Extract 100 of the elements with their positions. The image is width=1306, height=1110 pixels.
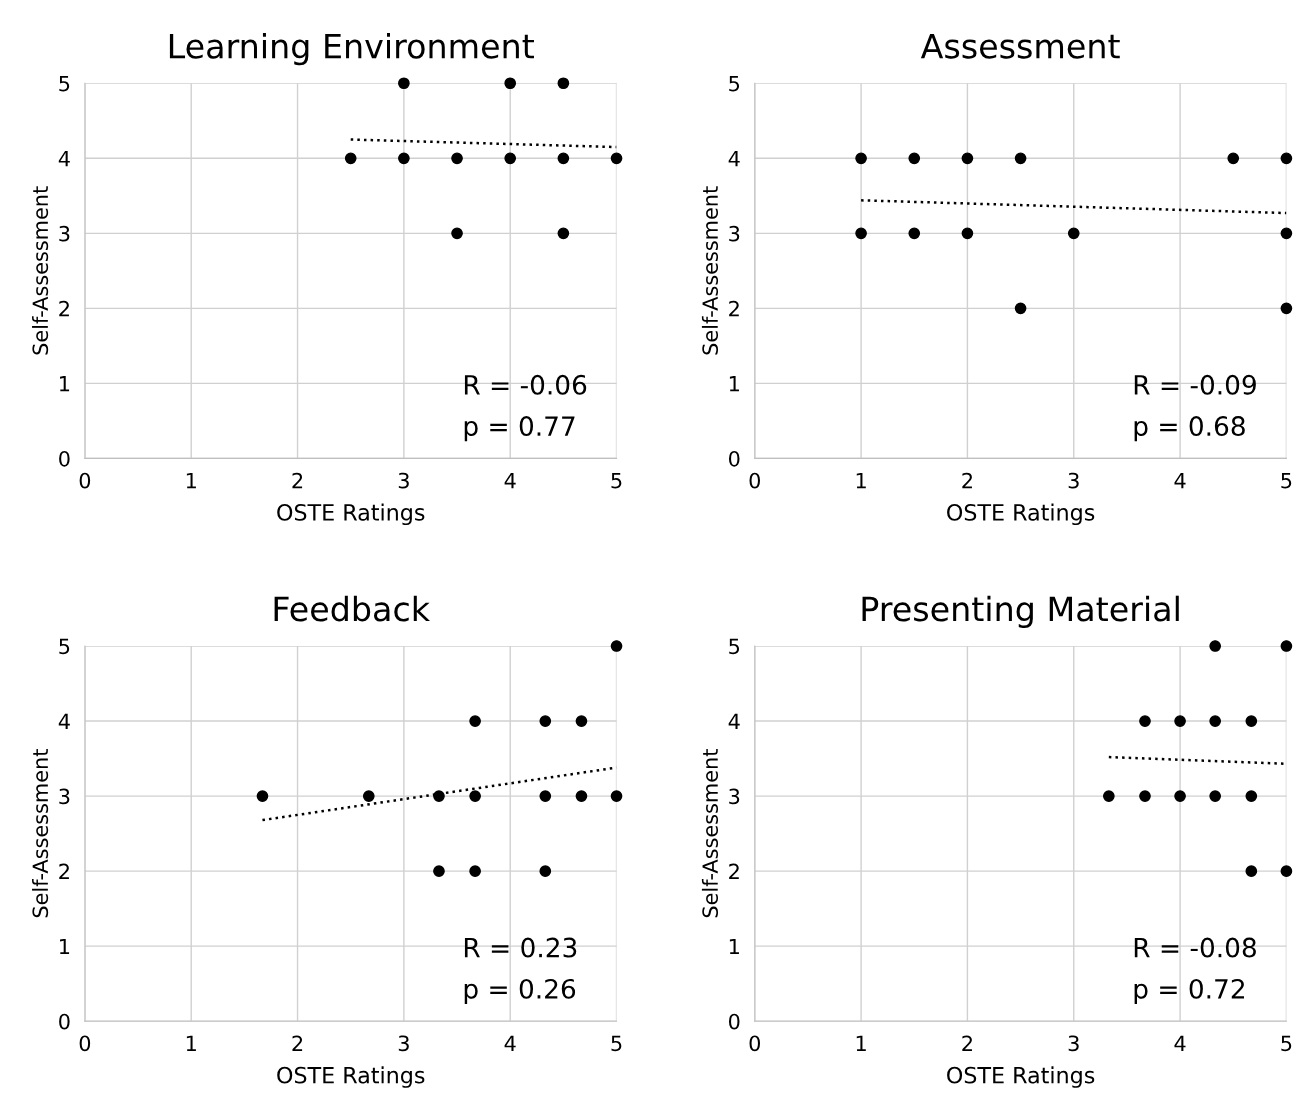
y-tick-label: 5 — [59, 638, 70, 655]
y-tick-label: 0 — [728, 450, 740, 467]
point — [1174, 790, 1186, 802]
point — [575, 715, 588, 727]
point — [557, 227, 570, 240]
point — [1245, 790, 1258, 802]
y-tick-label: 0 — [59, 1013, 70, 1030]
y-tick-label: 4 — [58, 151, 70, 167]
point — [610, 790, 623, 802]
point — [433, 790, 445, 802]
annotation: p = 0.77 — [464, 416, 575, 442]
point — [344, 152, 357, 165]
point — [398, 152, 410, 165]
point — [1280, 227, 1293, 240]
y-tick-label: 3 — [729, 225, 740, 242]
point — [1139, 790, 1151, 802]
point — [1102, 790, 1115, 802]
point — [451, 152, 463, 165]
point — [1174, 715, 1186, 727]
point — [1280, 302, 1293, 315]
x-tick-label: 3 — [1068, 1035, 1079, 1052]
y-axis-title: Self-Assessment — [32, 749, 49, 918]
x-tick-label: 2 — [292, 1035, 303, 1051]
y-axis-title: Self-Assessment — [701, 749, 719, 918]
x-tick-label: 0 — [79, 472, 91, 489]
point — [610, 152, 623, 165]
annotation: p = 0.72 — [1134, 978, 1244, 1004]
chart-title: Learning Environment — [169, 32, 534, 66]
y-tick-label: 0 — [728, 1013, 740, 1030]
y-tick-label: 1 — [60, 938, 70, 955]
y-tick-label: 2 — [729, 300, 739, 317]
x-tick-label: 2 — [292, 472, 303, 489]
annotation: R = -0.09 — [1134, 374, 1256, 395]
x-tick-label: 1 — [186, 472, 196, 489]
x-tick-label: 0 — [79, 1035, 91, 1052]
y-tick-label: 3 — [59, 788, 70, 805]
x-tick-label: 3 — [398, 472, 409, 489]
x-tick-label: 2 — [962, 472, 972, 489]
x-axis-title: OSTE Ratings — [947, 1066, 1095, 1088]
point — [256, 790, 269, 802]
y-axis-title: Self-Assessment — [701, 186, 719, 355]
point — [1209, 715, 1222, 727]
x-tick-label: 5 — [611, 472, 622, 489]
y-tick-label: 2 — [59, 863, 69, 880]
chart-title: Presenting Material — [862, 595, 1179, 628]
point — [908, 227, 921, 240]
point — [961, 152, 974, 165]
y-tick-label: 3 — [729, 788, 740, 805]
point — [908, 152, 921, 165]
chart-title: Feedback — [274, 595, 430, 622]
annotation: R = -0.06 — [464, 374, 587, 395]
y-axis-title: Self-Assessment — [32, 186, 49, 355]
point — [539, 715, 552, 727]
point — [504, 152, 517, 165]
x-tick-label: 3 — [398, 1035, 409, 1052]
x-axis-title: OSTE Ratings — [947, 503, 1095, 526]
point — [469, 715, 481, 727]
point — [1209, 790, 1222, 802]
point — [1280, 640, 1293, 652]
x-tick-label: 3 — [1068, 472, 1079, 489]
point — [855, 152, 867, 165]
chart-title: Assessment — [920, 33, 1120, 59]
y-tick-label: 1 — [729, 376, 739, 392]
y-tick-label: 1 — [729, 938, 739, 955]
point — [398, 77, 410, 90]
y-tick-label: 3 — [59, 225, 70, 242]
x-axis-title: OSTE Ratings — [277, 503, 425, 526]
x-tick-label: 4 — [1174, 1035, 1186, 1051]
point — [362, 790, 375, 802]
point — [610, 640, 623, 652]
point — [539, 790, 552, 802]
y-tick-label: 2 — [59, 300, 69, 317]
point — [1014, 152, 1027, 165]
point — [433, 865, 445, 877]
y-tick-label: 4 — [58, 713, 70, 729]
point — [557, 77, 570, 90]
point — [961, 227, 974, 240]
point — [1280, 152, 1293, 165]
point — [1209, 640, 1222, 652]
y-tick-label: 1 — [60, 376, 70, 392]
x-tick-label: 2 — [962, 1035, 972, 1051]
y-tick-label: 0 — [59, 450, 70, 467]
point — [1280, 865, 1293, 877]
annotation: p = 0.68 — [1134, 416, 1245, 442]
x-axis-title: OSTE Ratings — [277, 1066, 425, 1088]
point — [557, 152, 570, 165]
point — [575, 790, 588, 802]
point — [1014, 302, 1027, 315]
annotation: p = 0.26 — [464, 978, 576, 1004]
x-tick-label: 4 — [504, 1035, 516, 1051]
x-tick-label: 5 — [1281, 472, 1292, 489]
point — [469, 865, 481, 877]
x-tick-label: 4 — [1174, 472, 1186, 489]
y-tick-label: 5 — [729, 75, 740, 92]
x-tick-label: 5 — [611, 1035, 622, 1052]
y-tick-label: 4 — [728, 151, 740, 167]
x-tick-label: 0 — [749, 472, 761, 489]
annotation: R = 0.23 — [464, 937, 577, 958]
point — [469, 790, 481, 802]
point — [451, 227, 463, 240]
